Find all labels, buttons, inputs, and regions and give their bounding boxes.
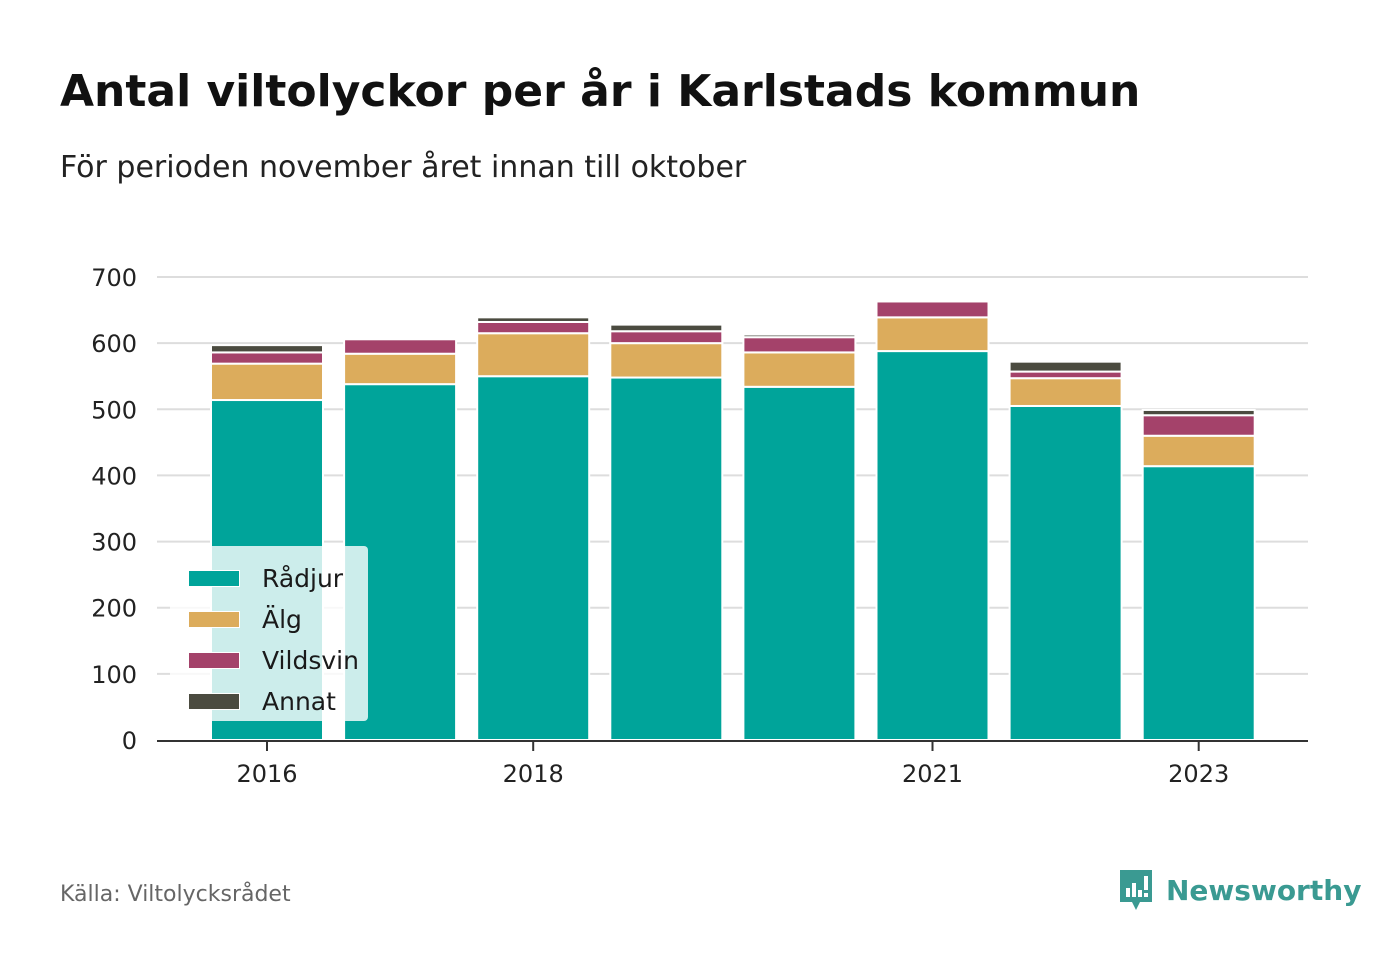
bar-segment-alg	[1008, 377, 1123, 407]
bar-segment-vildsvin	[343, 338, 458, 355]
legend-swatch	[188, 570, 240, 587]
brand-name: Newsworthy	[1166, 873, 1362, 907]
bar-segment-alg	[1141, 434, 1256, 468]
legend: Rådjur Älg Vildsvin Annat	[170, 546, 368, 721]
legend-item-alg: Älg	[188, 599, 368, 640]
chart-title: Antal viltolyckor per år i Karlstads kom…	[60, 66, 1141, 117]
bar-segment-annat	[210, 344, 324, 354]
bar-segment-annat	[1141, 408, 1256, 417]
y-tick-label: 0	[122, 727, 137, 755]
bar-segment-alg	[609, 342, 724, 379]
chart-subtitle: För perioden november året innan till ok…	[60, 150, 747, 185]
x-tick-label: 2016	[236, 760, 297, 788]
bar-segment-annat	[343, 336, 458, 341]
bar-segment-annat	[1008, 360, 1123, 373]
brand-logo: Newsworthy	[1118, 868, 1361, 912]
legend-label: Rådjur	[262, 564, 344, 593]
legend-item-annat: Annat	[188, 681, 368, 722]
bar-segment-radjur	[742, 385, 857, 741]
bar-segment-alg	[210, 362, 324, 402]
y-tick-label: 500	[91, 396, 137, 424]
legend-label: Annat	[262, 687, 336, 716]
bar-segment-annat	[476, 316, 591, 323]
legend-item-radjur: Rådjur	[188, 558, 368, 599]
bar-segment-vildsvin	[210, 351, 324, 365]
legend-swatch	[188, 611, 240, 628]
legend-item-vildsvin: Vildsvin	[188, 640, 368, 681]
bar-segment-radjur	[1141, 465, 1256, 741]
bar-segment-alg	[476, 332, 591, 378]
bar-segment-alg	[875, 316, 990, 353]
newsworthy-logo-icon	[1120, 870, 1152, 910]
bar-segment-annat	[742, 333, 857, 339]
bar-segment-vildsvin	[742, 336, 857, 354]
bar-segment-vildsvin	[609, 330, 724, 345]
legend-swatch	[188, 652, 240, 669]
x-tick-label: 2023	[1168, 760, 1229, 788]
bar-segment-annat	[609, 323, 724, 333]
y-tick-label: 100	[91, 661, 137, 689]
bar-segment-radjur	[476, 375, 591, 741]
bar-segment-radjur	[875, 350, 990, 741]
legend-label: Vildsvin	[262, 646, 359, 675]
bar-segment-radjur	[609, 376, 724, 741]
legend-swatch	[188, 693, 240, 710]
bar-segment-vildsvin	[476, 320, 591, 335]
y-tick-label: 600	[91, 330, 137, 358]
y-tick-label: 700	[91, 264, 137, 292]
x-tick-label: 2021	[902, 760, 963, 788]
y-tick-label: 300	[91, 529, 137, 557]
source-note: Källa: Viltolycksrådet	[60, 882, 291, 907]
bar-segment-alg	[742, 351, 857, 388]
bar-segment-vildsvin	[1141, 414, 1256, 437]
y-tick-label: 200	[91, 595, 137, 623]
y-tick-label: 400	[91, 462, 137, 490]
bar-segment-radjur	[1008, 404, 1123, 741]
legend-label: Älg	[262, 605, 302, 634]
bar-segment-vildsvin	[875, 300, 990, 319]
bar-segment-alg	[343, 352, 458, 386]
x-tick-label: 2018	[503, 760, 564, 788]
